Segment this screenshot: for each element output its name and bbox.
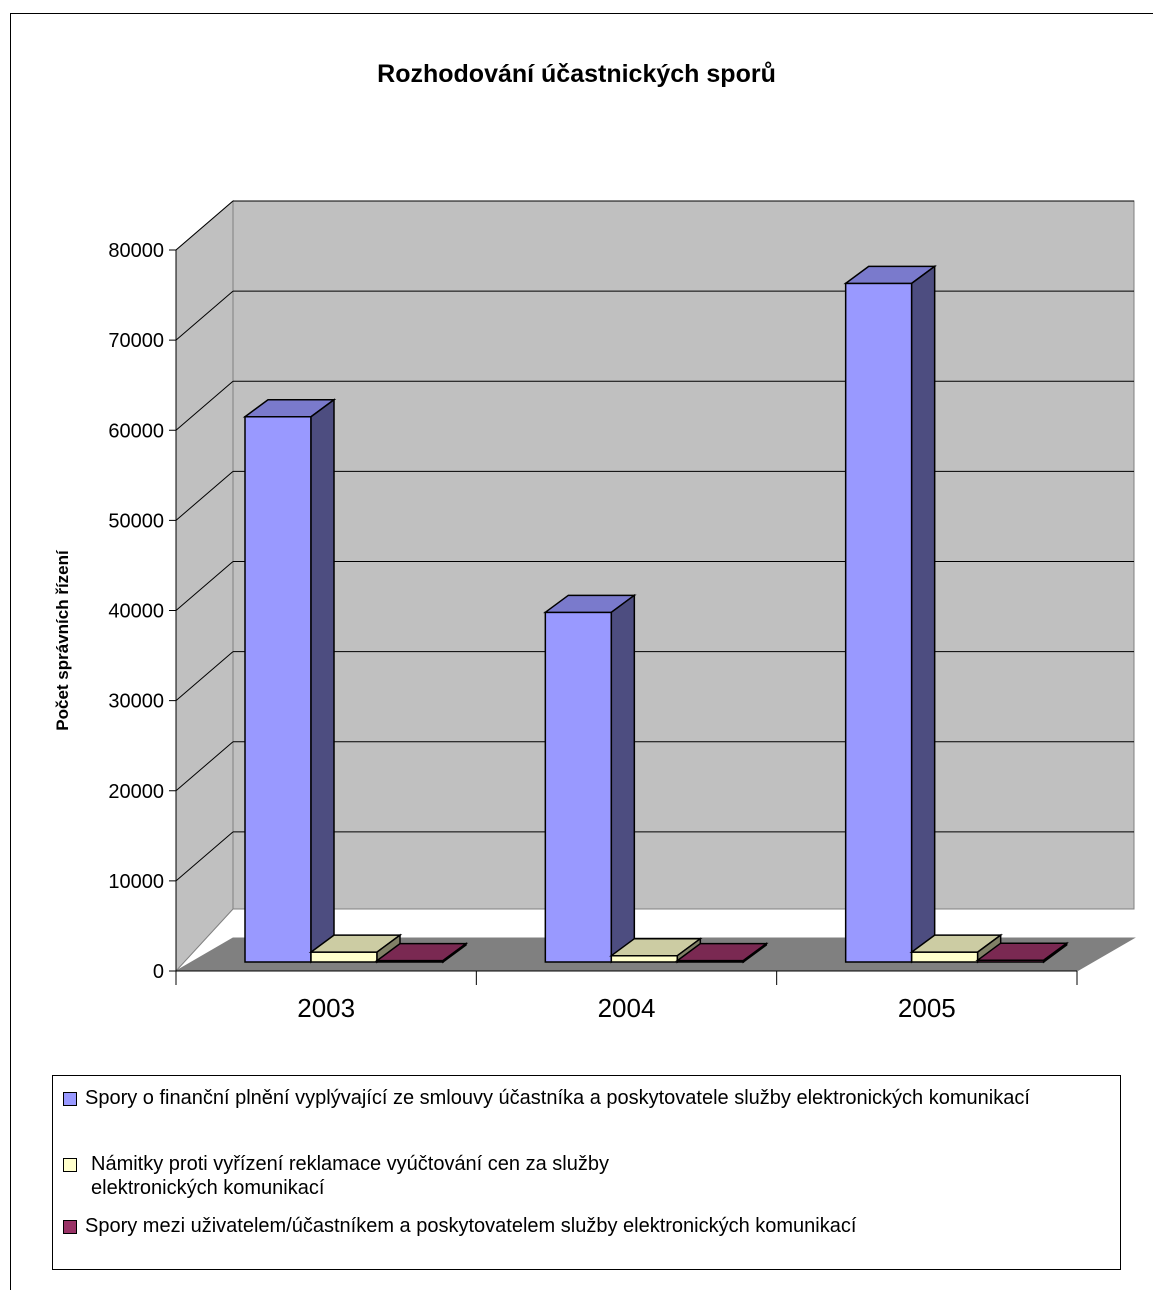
y-axis-label: Počet správních řízení bbox=[53, 549, 72, 731]
bar-front bbox=[544, 611, 613, 963]
gridline-side bbox=[175, 741, 234, 792]
y-tick-label: 50000 bbox=[108, 510, 164, 532]
legend-swatch bbox=[63, 1220, 77, 1234]
gridline-side bbox=[175, 200, 234, 251]
gridline-side bbox=[175, 380, 234, 431]
x-tick-label: 2005 bbox=[898, 993, 956, 1023]
chart-frame bbox=[10, 13, 1153, 1290]
y-tick-label: 20000 bbox=[108, 781, 164, 803]
bar-side bbox=[742, 942, 768, 964]
x-tick-label: 2004 bbox=[598, 993, 656, 1023]
bar-chart-3d: 0 10000 20000 30000 40000 50000 60000 70000 8000… bbox=[53, 199, 1136, 1023]
gridline-side bbox=[175, 470, 234, 521]
legend-swatch bbox=[63, 1092, 77, 1106]
gridline-side bbox=[175, 831, 234, 882]
back-wall bbox=[232, 200, 1135, 910]
bar-side bbox=[442, 942, 467, 964]
y-tick-label: 60000 bbox=[108, 420, 164, 442]
legend-label: Námitky proti vyřízení reklamace vyúčtov… bbox=[91, 1153, 609, 1199]
legend-label: Spory o finanční plnění vyplývající ze s… bbox=[85, 1087, 1030, 1109]
bar-front bbox=[610, 954, 679, 963]
gridline-side bbox=[175, 651, 234, 702]
legend: Spory o finanční plnění vyplývající ze s… bbox=[52, 1075, 1121, 1270]
x-tick-label: 2003 bbox=[297, 993, 355, 1023]
bar-front bbox=[310, 951, 378, 963]
gridline-side bbox=[175, 290, 234, 341]
legend-item: Námitky proti vyřízení reklamace vyúčtov… bbox=[63, 1152, 1114, 1200]
bar-front bbox=[910, 951, 979, 963]
y-tick-label: 40000 bbox=[108, 601, 164, 623]
legend-item: Spory mezi uživatelem/účastníkem a posky… bbox=[63, 1214, 1114, 1238]
bar-front bbox=[844, 282, 913, 963]
bar-side bbox=[910, 264, 936, 964]
y-tick-label: 80000 bbox=[108, 240, 164, 262]
y-tick-label: 0 bbox=[153, 961, 164, 983]
bar-front bbox=[244, 415, 312, 963]
y-tick-label: 10000 bbox=[108, 871, 164, 893]
legend-swatch bbox=[63, 1158, 77, 1172]
bar-side bbox=[310, 398, 335, 964]
chart-title: Rozhodování účastnických sporů bbox=[377, 60, 776, 88]
gridline-side bbox=[175, 561, 234, 611]
y-tick-label: 70000 bbox=[108, 330, 164, 352]
y-tick-label: 30000 bbox=[108, 691, 164, 713]
legend-item: Spory o finanční plnění vyplývající ze s… bbox=[63, 1086, 1114, 1110]
bar-side bbox=[1042, 941, 1068, 964]
bar-side bbox=[610, 593, 636, 964]
legend-label: Spory mezi uživatelem/účastníkem a posky… bbox=[85, 1215, 857, 1237]
